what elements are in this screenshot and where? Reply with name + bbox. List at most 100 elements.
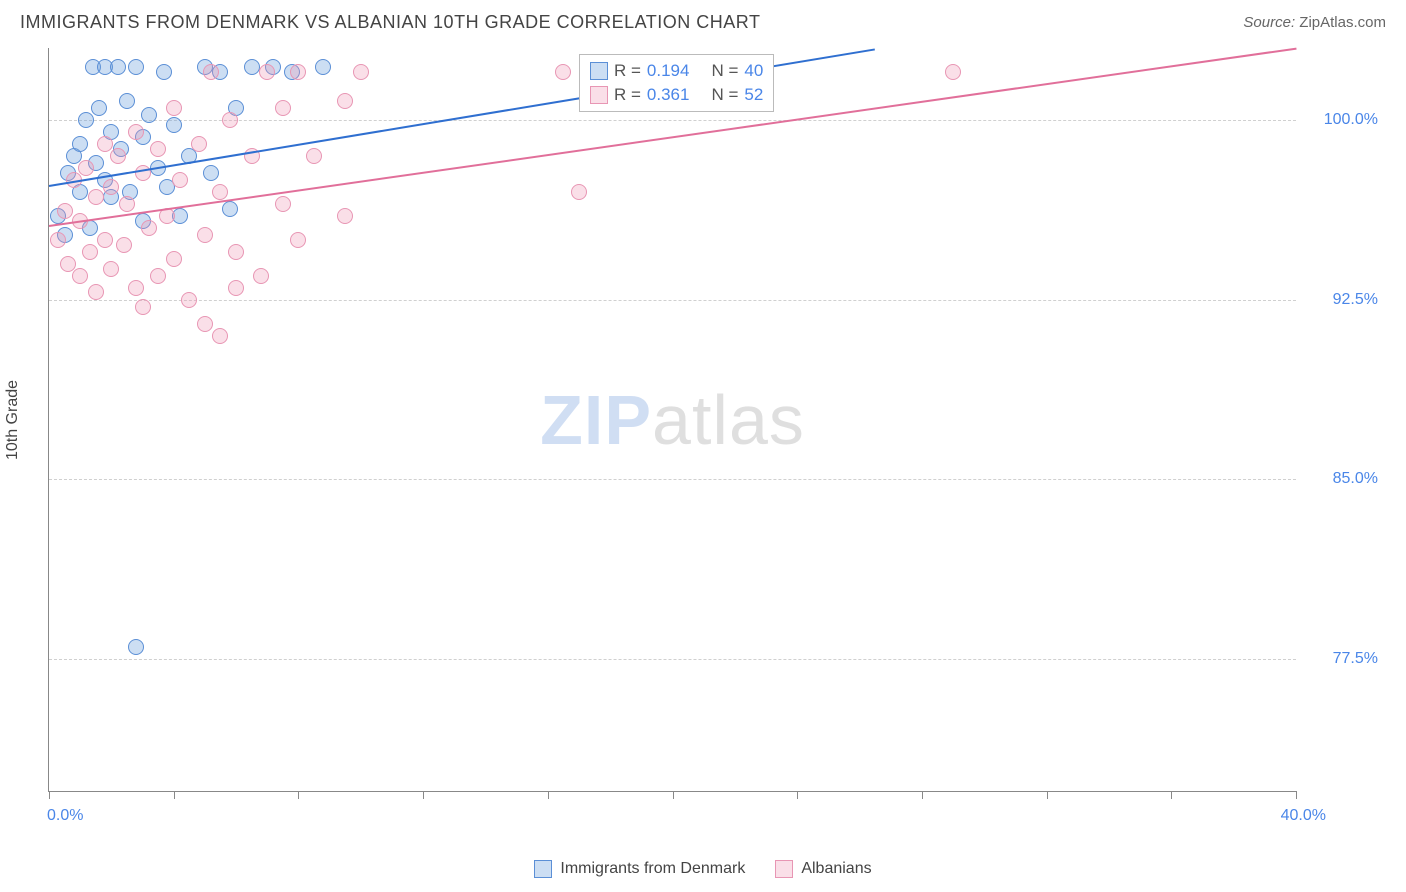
data-point — [141, 107, 157, 123]
data-point — [571, 184, 587, 200]
x-tick — [298, 791, 299, 799]
data-point — [78, 112, 94, 128]
data-point — [172, 172, 188, 188]
data-point — [275, 100, 291, 116]
chart-title: IMMIGRANTS FROM DENMARK VS ALBANIAN 10TH… — [20, 12, 760, 33]
data-point — [135, 299, 151, 315]
data-point — [166, 251, 182, 267]
n-label: N = — [711, 61, 738, 81]
legend-swatch — [534, 860, 552, 878]
data-point — [82, 244, 98, 260]
data-point — [141, 220, 157, 236]
bottom-legend: Immigrants from Denmark Albanians — [0, 860, 1406, 878]
data-point — [119, 93, 135, 109]
data-point — [222, 112, 238, 128]
data-point — [150, 268, 166, 284]
source-label: Source: — [1243, 14, 1295, 31]
data-point — [353, 64, 369, 80]
r-label: R = — [614, 61, 641, 81]
data-point — [228, 244, 244, 260]
data-point — [212, 184, 228, 200]
data-point — [222, 201, 238, 217]
data-point — [945, 64, 961, 80]
x-tick — [797, 791, 798, 799]
n-value: 40 — [744, 61, 763, 81]
data-point — [128, 59, 144, 75]
source-attribution: Source: ZipAtlas.com — [1243, 14, 1386, 31]
x-tick — [174, 791, 175, 799]
data-point — [337, 208, 353, 224]
y-tick-label: 77.5% — [1333, 650, 1378, 668]
data-point — [119, 196, 135, 212]
data-point — [253, 268, 269, 284]
gridline — [49, 659, 1296, 660]
y-tick-labels: 100.0%92.5%85.0%77.5% — [1296, 48, 1386, 792]
watermark-atlas: atlas — [652, 381, 805, 459]
data-point — [203, 64, 219, 80]
data-point — [166, 100, 182, 116]
legend-label: Albanians — [801, 860, 871, 878]
stats-row: R = 0.361 N = 52 — [590, 83, 763, 107]
data-point — [555, 64, 571, 80]
legend-swatch — [590, 62, 608, 80]
data-point — [72, 136, 88, 152]
data-point — [57, 203, 73, 219]
watermark: ZIPatlas — [540, 380, 805, 460]
data-point — [197, 316, 213, 332]
data-point — [275, 196, 291, 212]
chart-container: 10th Grade ZIPatlas 0.0%40.0%R =0.194N =… — [48, 48, 1386, 832]
r-label: R = — [614, 85, 641, 105]
n-label: N = — [711, 85, 738, 105]
data-point — [72, 268, 88, 284]
data-point — [128, 124, 144, 140]
x-tick — [1296, 791, 1297, 799]
data-point — [315, 59, 331, 75]
x-tick — [49, 791, 50, 799]
data-point — [88, 284, 104, 300]
data-point — [181, 292, 197, 308]
plot-area: 10th Grade ZIPatlas 0.0%40.0%R =0.194N =… — [48, 48, 1296, 792]
y-axis-title: 10th Grade — [4, 379, 22, 459]
data-point — [116, 237, 132, 253]
legend-label: Immigrants from Denmark — [560, 860, 745, 878]
gridline — [49, 300, 1296, 301]
data-point — [197, 227, 213, 243]
r-value: 0.194 — [647, 61, 690, 81]
source-value: ZipAtlas.com — [1299, 14, 1386, 31]
data-point — [103, 179, 119, 195]
legend-item: Immigrants from Denmark — [534, 860, 745, 878]
data-point — [135, 165, 151, 181]
x-axis-min-label: 0.0% — [47, 807, 83, 825]
data-point — [150, 141, 166, 157]
x-axis-max-label: 40.0% — [1281, 807, 1326, 825]
x-tick — [1171, 791, 1172, 799]
x-tick — [673, 791, 674, 799]
data-point — [191, 136, 207, 152]
data-point — [110, 148, 126, 164]
stats-row: R = 0.194 N = 40 — [590, 59, 763, 83]
data-point — [244, 59, 260, 75]
data-point — [290, 64, 306, 80]
legend-swatch — [775, 860, 793, 878]
data-point — [290, 232, 306, 248]
r-value: 0.361 — [647, 85, 690, 105]
legend-item: Albanians — [775, 860, 871, 878]
data-point — [97, 232, 113, 248]
data-point — [337, 93, 353, 109]
data-point — [156, 64, 172, 80]
stats-box: R = 0.194 N = 40 R = 0.361 N = 52 — [579, 54, 774, 112]
x-tick — [922, 791, 923, 799]
data-point — [91, 100, 107, 116]
data-point — [88, 189, 104, 205]
x-tick — [548, 791, 549, 799]
data-point — [50, 232, 66, 248]
x-tick — [1047, 791, 1048, 799]
data-point — [166, 117, 182, 133]
legend-swatch — [590, 86, 608, 104]
n-value: 52 — [744, 85, 763, 105]
x-tick — [423, 791, 424, 799]
gridline — [49, 479, 1296, 480]
data-point — [128, 639, 144, 655]
y-tick-label: 100.0% — [1324, 111, 1378, 129]
data-point — [306, 148, 322, 164]
